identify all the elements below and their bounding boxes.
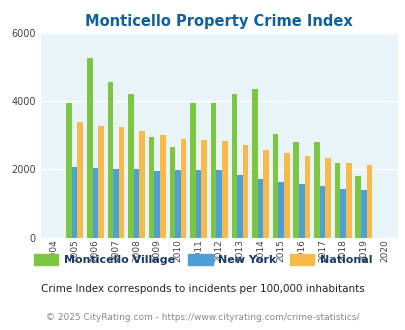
- Bar: [298, 184, 304, 238]
- Bar: [242, 145, 247, 238]
- Bar: [334, 163, 339, 238]
- Bar: [237, 175, 242, 238]
- Bar: [128, 94, 134, 238]
- Bar: [319, 186, 324, 238]
- Title: Monticello Property Crime Index: Monticello Property Crime Index: [85, 14, 352, 29]
- Bar: [139, 131, 145, 238]
- Bar: [293, 142, 298, 238]
- Text: © 2025 CityRating.com - https://www.cityrating.com/crime-statistics/: © 2025 CityRating.com - https://www.city…: [46, 313, 359, 322]
- Bar: [175, 170, 180, 238]
- Bar: [278, 182, 283, 238]
- Bar: [231, 94, 237, 238]
- Bar: [92, 168, 98, 238]
- Bar: [324, 158, 330, 238]
- Bar: [119, 127, 124, 238]
- Bar: [98, 126, 103, 238]
- Bar: [304, 156, 309, 238]
- Bar: [257, 179, 263, 238]
- Bar: [222, 141, 227, 238]
- Bar: [272, 134, 278, 238]
- Bar: [87, 57, 92, 238]
- Bar: [313, 142, 319, 238]
- Bar: [72, 167, 77, 238]
- Text: Crime Index corresponds to incidents per 100,000 inhabitants: Crime Index corresponds to incidents per…: [41, 284, 364, 294]
- Bar: [77, 122, 83, 238]
- Bar: [134, 169, 139, 238]
- Legend: Monticello Village, New York, National: Monticello Village, New York, National: [29, 250, 376, 270]
- Bar: [216, 170, 222, 238]
- Bar: [366, 165, 371, 238]
- Bar: [66, 103, 72, 238]
- Bar: [160, 135, 165, 238]
- Bar: [263, 149, 268, 238]
- Bar: [149, 137, 154, 238]
- Bar: [252, 89, 257, 238]
- Bar: [195, 170, 201, 238]
- Bar: [169, 147, 175, 238]
- Bar: [201, 140, 207, 238]
- Bar: [210, 103, 216, 238]
- Bar: [107, 82, 113, 238]
- Bar: [354, 176, 360, 238]
- Bar: [154, 171, 160, 238]
- Bar: [180, 139, 186, 238]
- Bar: [190, 103, 195, 238]
- Bar: [339, 189, 345, 238]
- Bar: [360, 190, 366, 238]
- Bar: [345, 163, 351, 238]
- Bar: [283, 153, 289, 238]
- Bar: [113, 169, 119, 238]
